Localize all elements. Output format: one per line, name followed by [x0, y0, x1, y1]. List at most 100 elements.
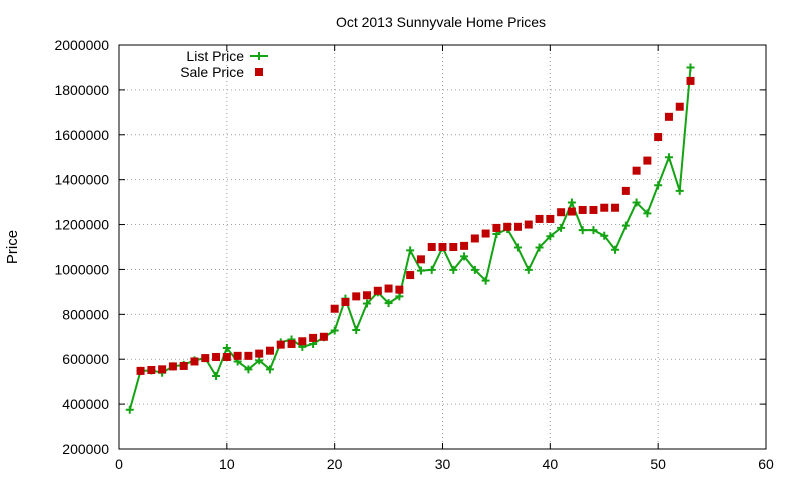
sale-price-point [416, 255, 425, 264]
list-price-point [643, 209, 652, 218]
series-sale-price [136, 76, 695, 375]
sale-price-point [567, 207, 576, 216]
sale-price-point [319, 332, 328, 341]
series [125, 63, 695, 414]
y-tick-label: 1800000 [54, 82, 109, 98]
sale-price-point [664, 112, 673, 121]
sale-price-point [363, 291, 372, 300]
sale-price-point [406, 271, 415, 280]
list-price-point [611, 245, 620, 254]
legend-label: List Price [186, 48, 244, 64]
x-tick-label: 30 [435, 456, 451, 472]
sale-price-point [233, 351, 242, 360]
list-price-point [395, 292, 404, 301]
sale-price-point [513, 222, 522, 231]
sale-price-point [255, 349, 264, 358]
y-tick-label: 1600000 [54, 127, 109, 143]
list-price-point [212, 372, 221, 381]
sale-price-point [201, 354, 210, 363]
y-tick-label: 800000 [62, 306, 109, 322]
y-tick-label: 1200000 [54, 217, 109, 233]
sale-price-point [481, 229, 490, 238]
sale-price-point [395, 285, 404, 294]
list-price-point [481, 276, 490, 285]
sale-price-point [632, 166, 641, 175]
sale-price-point [643, 156, 652, 165]
series-list-price [125, 63, 695, 414]
list-price-point [265, 365, 274, 374]
sale-price-point [222, 352, 231, 361]
chart-title: Oct 2013 Sunnyvale Home Prices [336, 14, 546, 30]
list-price-point [578, 226, 587, 235]
sale-price-point [460, 241, 469, 250]
list-price-point [125, 405, 134, 414]
list-price-point [589, 226, 598, 235]
sale-price-point [265, 346, 274, 355]
sale-price-point [524, 220, 533, 229]
sale-price-point [373, 286, 382, 295]
x-tick-label: 50 [650, 456, 666, 472]
y-tick-label: 1000000 [54, 261, 109, 277]
list-price-point [535, 243, 544, 252]
sale-price-point [449, 243, 458, 251]
sale-price-point [503, 222, 512, 231]
sale-price-point [179, 361, 188, 370]
list-price-point [449, 265, 458, 274]
list-price-point [406, 246, 415, 255]
sale-price-point [675, 102, 684, 111]
x-tick-label: 20 [327, 456, 343, 472]
list-price-point [557, 223, 566, 232]
axes: 0 10 20 30 40 50 60 200000 400000 600000 800000 100… [54, 37, 774, 472]
y-tick-label: 1400000 [54, 172, 109, 188]
sale-price-point [341, 297, 350, 306]
list-price-point [546, 232, 555, 241]
sale-price-point [600, 203, 609, 212]
sale-price-point [136, 366, 145, 375]
sale-price-point [546, 214, 555, 223]
sale-price-point [578, 205, 587, 214]
list-price-point [363, 299, 372, 308]
sale-price-point [147, 365, 156, 374]
list-price-point [416, 266, 425, 275]
sale-price-point [557, 208, 566, 217]
list-price-point [600, 231, 609, 240]
x-tick-label: 0 [115, 456, 123, 472]
list-price-point [222, 344, 231, 352]
sale-price-point [654, 133, 663, 142]
list-price-point [427, 265, 436, 274]
sale-price-point [158, 365, 167, 374]
y-tick-label: 400000 [62, 396, 109, 412]
y-tick-label: 600000 [62, 351, 109, 367]
sale-price-point [330, 304, 339, 313]
sale-price-point [438, 243, 447, 251]
sale-price-point [276, 340, 285, 349]
list-price-point [686, 63, 695, 72]
x-tick-label: 60 [758, 456, 774, 472]
sale-price-point [190, 357, 199, 366]
y-tick-label: 200000 [62, 441, 109, 457]
list-price-point [632, 198, 641, 207]
list-price-point [330, 326, 339, 335]
list-price-point [675, 186, 684, 195]
list-price-point [654, 181, 663, 190]
list-price-point [470, 265, 479, 274]
sale-price-point [287, 339, 296, 348]
list-price-point [255, 356, 264, 365]
sale-price-point [309, 333, 318, 342]
sale-price-point [298, 337, 307, 346]
sale-price-point [589, 205, 598, 214]
list-price-point [352, 326, 361, 335]
y-tick-label: 2000000 [54, 37, 109, 53]
list-price-point [621, 221, 630, 230]
list-price-point [513, 243, 522, 252]
x-tick-label: 10 [219, 456, 235, 472]
list-price-point [460, 252, 469, 261]
list-price-point [664, 153, 673, 162]
sale-price-point [384, 284, 393, 293]
sale-price-point [352, 292, 361, 301]
list-price-point [567, 198, 576, 207]
list-price-point [524, 265, 533, 274]
y-axis-label: Price [4, 230, 21, 264]
